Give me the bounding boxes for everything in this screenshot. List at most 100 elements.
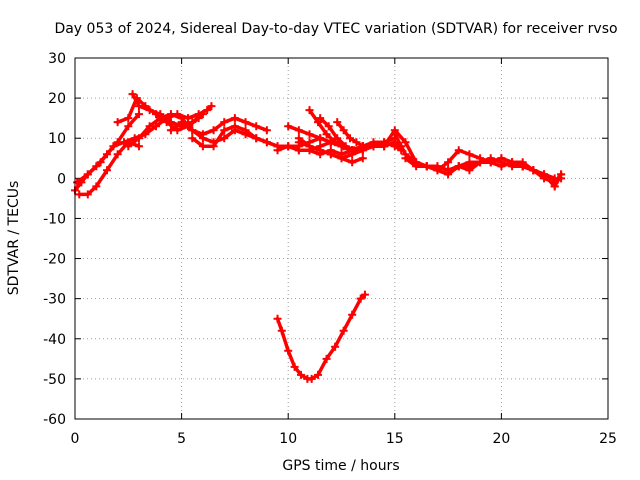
data-point — [277, 326, 286, 335]
data-point — [326, 150, 335, 159]
data-point — [262, 138, 271, 147]
x-tick-labels: 0 5 10 15 20 25 — [71, 431, 617, 447]
x-axis-label: GPS time / hours — [282, 458, 399, 474]
data-point — [166, 126, 175, 135]
data-point — [188, 118, 197, 127]
chart-title: Day 053 of 2024, Sidereal Day-to-day VTE… — [54, 21, 617, 37]
data-point — [346, 134, 355, 143]
data-point — [203, 106, 212, 115]
data-point — [352, 138, 361, 147]
data-point — [322, 130, 331, 139]
data-point — [529, 166, 538, 175]
data-point — [198, 142, 207, 151]
data-point — [454, 146, 463, 155]
data-point — [284, 346, 293, 355]
data-point — [145, 106, 154, 115]
data-point — [294, 126, 303, 135]
data-point — [380, 142, 389, 151]
data-point — [124, 142, 133, 151]
data-point — [444, 170, 453, 179]
data-point — [540, 170, 549, 179]
data-point — [252, 122, 261, 131]
data-point — [75, 190, 84, 199]
data-point — [230, 122, 239, 131]
data-point — [337, 142, 346, 151]
data-point — [198, 134, 207, 143]
data-point — [348, 310, 357, 319]
data-point — [209, 126, 218, 135]
data-point — [134, 102, 143, 111]
y-tick-label: -60 — [43, 412, 66, 428]
y-tick-label: 0 — [57, 171, 66, 187]
data-point — [188, 134, 197, 143]
data-point — [252, 134, 261, 143]
data-point — [220, 134, 229, 143]
data-point — [134, 142, 143, 151]
data-point — [518, 162, 527, 171]
data-point — [401, 138, 410, 147]
data-point — [465, 150, 474, 159]
data-point — [433, 166, 442, 175]
x-tick-label: 5 — [177, 431, 186, 447]
data-point — [156, 114, 165, 123]
data-point — [294, 134, 303, 143]
y-tick-label: -40 — [43, 332, 66, 348]
data-point — [83, 190, 92, 199]
data-point — [109, 142, 118, 151]
data-point — [390, 142, 399, 151]
data-point — [358, 142, 367, 151]
data-point — [369, 142, 378, 151]
data-point — [92, 182, 101, 191]
data-point — [102, 166, 111, 175]
data-point — [333, 134, 342, 143]
data-point — [422, 162, 431, 171]
data-point — [412, 162, 421, 171]
data-point — [73, 178, 82, 187]
data-point — [348, 158, 357, 167]
data-point — [145, 122, 154, 131]
data-point — [134, 134, 143, 143]
data-point — [134, 110, 143, 119]
data-point — [262, 126, 271, 135]
y-axis-label: SDTVAR / TECUs — [6, 181, 22, 296]
data-point — [284, 142, 293, 151]
x-tick-label: 25 — [599, 431, 617, 447]
y-tick-label: 10 — [48, 131, 66, 147]
y-tick-label: 30 — [48, 51, 66, 67]
data-point — [444, 158, 453, 167]
data-point — [358, 154, 367, 163]
y-tick-label: -20 — [43, 252, 66, 268]
data-point — [124, 122, 133, 131]
y-tick-label: 20 — [48, 91, 66, 107]
data-point — [177, 118, 186, 127]
data-point — [326, 138, 335, 147]
data-point — [124, 114, 133, 123]
data-point — [230, 114, 239, 123]
series-line-trace-19 — [425, 156, 563, 185]
data-point — [128, 90, 137, 99]
data-point — [339, 326, 348, 335]
data-point — [324, 122, 333, 131]
data-point — [316, 134, 325, 143]
data-point — [83, 170, 92, 179]
data-point — [305, 106, 314, 115]
data-point — [316, 146, 325, 155]
data-point — [305, 142, 314, 151]
data-point — [557, 170, 566, 179]
data-point — [337, 154, 346, 163]
data-point — [305, 130, 314, 139]
data-point — [296, 370, 305, 379]
data-point — [307, 374, 316, 383]
data-point — [322, 354, 331, 363]
series-group — [71, 90, 566, 383]
y-tick-labels: 30 20 10 0 -10 -20 -30 -40 -50 -60 — [43, 51, 66, 428]
data-point — [508, 162, 517, 171]
data-point — [314, 370, 323, 379]
data-point — [166, 118, 175, 127]
series-line-trace-21 — [275, 292, 367, 381]
data-point — [241, 118, 250, 127]
data-point — [198, 110, 207, 119]
grid — [75, 58, 608, 419]
data-point — [290, 362, 299, 371]
